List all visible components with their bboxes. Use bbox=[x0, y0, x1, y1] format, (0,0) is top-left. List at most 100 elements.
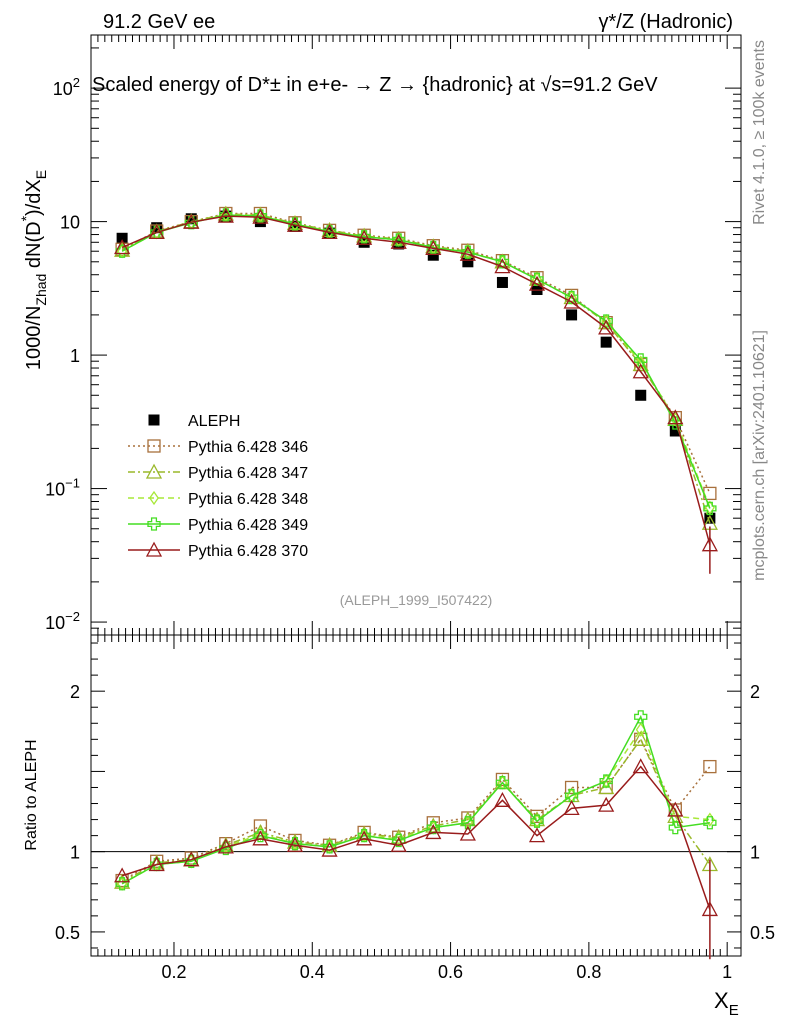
ratio-y-tick-label-right: 1 bbox=[750, 843, 760, 863]
data-point bbox=[635, 389, 647, 401]
data-point bbox=[253, 828, 268, 843]
data-point bbox=[461, 245, 475, 259]
data-point bbox=[390, 836, 407, 852]
ratio-series-4 bbox=[114, 758, 718, 960]
ratio-series-line bbox=[121, 737, 711, 882]
data-point bbox=[632, 730, 649, 746]
data-point bbox=[632, 758, 649, 774]
data-point bbox=[392, 833, 406, 848]
data-point bbox=[148, 224, 165, 240]
axis-ticks: 0.2 0.4 0.6 0.8 1 10−2 10−1 1 10 102 0.5 0.5 1 1 2 2 bbox=[45, 35, 775, 982]
legend-label: Pythia 6.428 349 bbox=[188, 517, 308, 534]
legend-label: Pythia 6.428 347 bbox=[188, 465, 308, 482]
data-point bbox=[703, 759, 717, 774]
data-point bbox=[598, 779, 615, 795]
data-point bbox=[496, 276, 508, 288]
data-point bbox=[667, 409, 684, 425]
data-point bbox=[217, 838, 234, 854]
y-tick-label: 1 bbox=[70, 346, 80, 366]
x-axis-label: XE bbox=[714, 988, 739, 1019]
data-point bbox=[357, 230, 371, 244]
main-series-group bbox=[114, 205, 718, 574]
data-point bbox=[357, 828, 371, 843]
data-point bbox=[427, 249, 439, 261]
data-point bbox=[461, 816, 475, 830]
data-point bbox=[494, 791, 511, 807]
energy-label: 91.2 GeV ee bbox=[103, 11, 215, 33]
data-point bbox=[425, 240, 442, 256]
data-point bbox=[356, 229, 373, 245]
data-point bbox=[459, 245, 476, 261]
data-point bbox=[704, 512, 716, 524]
data-point bbox=[115, 244, 129, 258]
data-point bbox=[356, 830, 373, 846]
data-point bbox=[528, 827, 546, 843]
data-point bbox=[183, 213, 200, 229]
rivet-label: Rivet 4.1.0, ≥ 100k events bbox=[751, 40, 768, 225]
data-point bbox=[670, 809, 681, 824]
data-point bbox=[632, 363, 649, 379]
data-point bbox=[634, 710, 648, 724]
data-point bbox=[286, 216, 304, 232]
data-point bbox=[599, 314, 613, 328]
data-point bbox=[147, 517, 161, 531]
data-point bbox=[701, 901, 718, 917]
data-point bbox=[669, 425, 681, 437]
data-point bbox=[185, 213, 197, 225]
main-series-5 bbox=[114, 207, 718, 574]
data-point bbox=[495, 776, 510, 790]
main-y-axis-label: 1000/NZhad dN(D*)/dXE bbox=[18, 170, 49, 370]
ratio-y-tick-label: 2 bbox=[70, 682, 80, 702]
data-point bbox=[151, 222, 163, 234]
ratio-series-3 bbox=[115, 710, 717, 891]
data-point bbox=[598, 796, 615, 812]
data-point bbox=[701, 536, 718, 552]
data-point bbox=[217, 207, 234, 223]
data-point bbox=[183, 851, 200, 867]
ratio-series-0 bbox=[115, 732, 717, 888]
legend-label: Pythia 6.428 348 bbox=[188, 491, 308, 508]
data-point bbox=[426, 820, 440, 835]
data-point bbox=[252, 830, 269, 846]
ratio-panel-frame bbox=[90, 634, 742, 957]
data-point bbox=[494, 258, 511, 274]
data-point bbox=[599, 774, 613, 788]
legend-label: ALEPH bbox=[188, 413, 240, 430]
x-tick-label: 0.2 bbox=[161, 962, 186, 982]
data-point bbox=[145, 541, 163, 557]
data-point bbox=[116, 232, 128, 244]
data-point bbox=[598, 319, 615, 335]
ratio-y-tick-label: 0.5 bbox=[55, 923, 80, 943]
ratio-series-line bbox=[121, 765, 711, 910]
data-point bbox=[145, 463, 163, 479]
data-point bbox=[426, 816, 440, 830]
chart-title: Scaled energy of D*± in e+e- → Z → {hadr… bbox=[92, 74, 658, 96]
data-point bbox=[600, 336, 612, 348]
data-point bbox=[149, 490, 159, 506]
y-tick-label: 10−1 bbox=[45, 476, 80, 500]
data-point bbox=[634, 353, 648, 367]
data-point bbox=[495, 772, 510, 787]
x-tick-label: 0.4 bbox=[300, 962, 325, 982]
ratio-series-line bbox=[121, 714, 710, 885]
process-label: γ*/Z (Hadronic) bbox=[599, 11, 733, 33]
main-series-line bbox=[121, 213, 711, 524]
data-point bbox=[563, 293, 580, 309]
ratio-y-tick-label-right: 0.5 bbox=[750, 923, 775, 943]
data-point bbox=[425, 824, 442, 840]
data-point bbox=[289, 220, 301, 232]
main-series-line bbox=[121, 215, 711, 545]
legend: ALEPH Pythia 6.428 346 Pythia 6.428 347 Pyt… bbox=[128, 413, 308, 560]
data-point bbox=[703, 501, 717, 516]
mcplots-label: mcplots.cern.ch [arXiv:2401.10621] bbox=[751, 330, 768, 581]
y-tick-label: 10−2 bbox=[45, 609, 80, 633]
data-point bbox=[530, 814, 544, 828]
x-tick-label: 1 bbox=[722, 962, 732, 982]
data-point bbox=[390, 233, 407, 249]
data-point bbox=[148, 414, 160, 426]
ratio-y-axis-label: Ratio to ALEPH bbox=[23, 739, 40, 850]
data-point bbox=[252, 208, 269, 224]
data-point bbox=[148, 856, 165, 872]
data-point bbox=[462, 256, 474, 268]
